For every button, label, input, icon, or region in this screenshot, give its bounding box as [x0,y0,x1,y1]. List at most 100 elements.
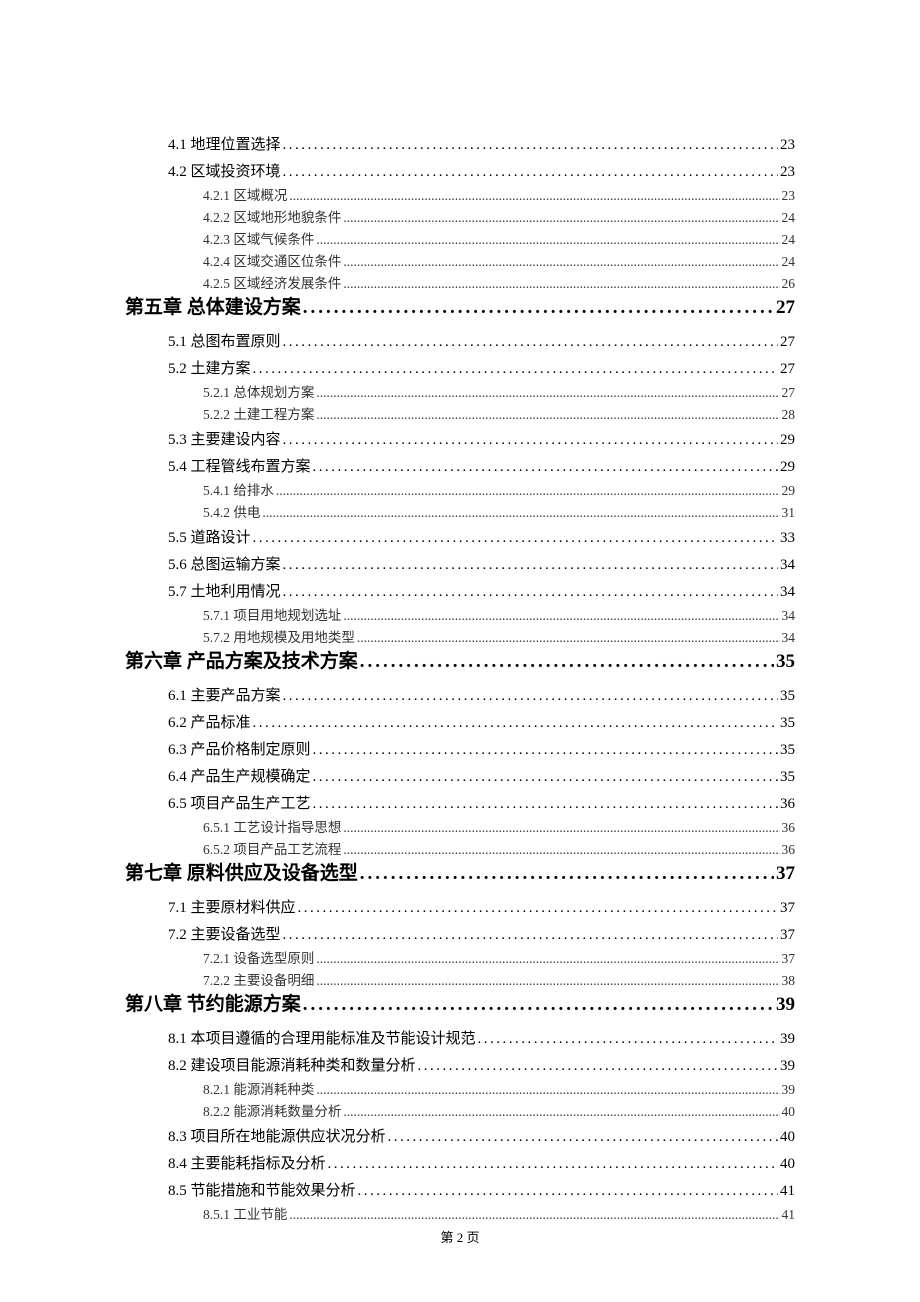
toc-entry: 4.2.1 区域概况 23 [203,186,795,206]
toc-entry-page: 37 [780,896,795,920]
toc-entry-label: 8.5 节能措施和节能效果分析 [168,1179,356,1203]
toc-entry: 5.4.2 供电 31 [203,503,795,523]
toc-entry-page: 23 [780,160,795,184]
toc-entry: 6.5.2 项目产品工艺流程36 [203,840,795,860]
toc-entry-page: 24 [782,208,796,228]
toc-entry-label: 4.2.4 区域交通区位条件 [203,252,341,272]
toc-entry: 5.4 工程管线布置方案29 [168,455,795,479]
toc-entry-page: 23 [782,186,796,206]
toc-entry-page: 34 [780,553,795,577]
toc-entry-label: 4.2.5 区域经济发展条件 [203,274,341,294]
toc-leader-dots [253,711,778,735]
toc-leader-dots [343,274,779,294]
toc-entry-label: 8.2.2 能源消耗数量分析 [203,1102,341,1122]
toc-entry: 6.2 产品标准35 [168,711,795,735]
toc-entry-page: 34 [782,606,796,626]
toc-entry-label: 6.3 产品价格制定原则 [168,738,311,762]
toc-entry-page: 36 [780,792,795,816]
toc-entry-label: 4.2.1 区域概况 [203,186,287,206]
toc-entry: 8.5.1 工业节能41 [203,1205,795,1225]
toc-entry-label: 5.4.2 供电 [203,503,260,523]
toc-leader-dots [283,923,778,947]
toc-entry-page: 39 [780,1027,795,1051]
toc-entry: 5.2.1 总体规划方案27 [203,383,795,403]
toc-leader-dots [343,818,779,838]
toc-entry-label: 6.5.2 项目产品工艺流程 [203,840,341,860]
toc-entry: 4.2.3 区域气候条件24 [203,230,795,250]
toc-leader-dots [357,628,780,648]
toc-entry-page: 29 [782,481,796,501]
toc-entry: 5.7 土地利用情况34 [168,580,795,604]
toc-leader-dots [360,648,774,676]
toc-entry-page: 35 [780,738,795,762]
toc-entry: 4.1 地理位置选择 23 [168,133,795,157]
toc-entry: 5.7.2 用地规模及用地类型 34 [203,628,795,648]
toc-entry: 第七章 原料供应及设备选型 37 [125,860,795,888]
toc-entry-page: 37 [782,949,796,969]
toc-entry-label: 6.5 项目产品生产工艺 [168,792,311,816]
toc-entry-page: 29 [780,455,795,479]
toc-entry-label: 5.3 主要建设内容 [168,428,281,452]
toc-leader-dots [283,553,778,577]
toc-entry-page: 39 [776,991,795,1019]
toc-entry-label: 5.2 土建方案 [168,357,251,381]
toc-entry-label: 7.1 主要原材料供应 [168,896,296,920]
toc-entry-page: 24 [782,252,796,272]
toc-entry-label: 6.2 产品标准 [168,711,251,735]
toc-entry-label: 8.2.1 能源消耗种类 [203,1080,314,1100]
toc-entry-page: 37 [776,860,795,888]
toc-entry-page: 40 [780,1152,795,1176]
toc-entry-label: 8.1 本项目遵循的合理用能标准及节能设计规范 [168,1027,476,1051]
toc-entry-page: 40 [782,1102,796,1122]
toc-entry-page: 35 [776,648,795,676]
toc-entry: 8.4 主要能耗指标及分析40 [168,1152,795,1176]
toc-entry-label: 第六章 产品方案及技术方案 [125,648,358,676]
toc-leader-dots [253,357,778,381]
toc-leader-dots [313,792,778,816]
toc-leader-dots [313,738,778,762]
toc-entry: 7.1 主要原材料供应 37 [168,896,795,920]
toc-leader-dots [316,383,779,403]
toc-entry: 5.1 总图布置原则27 [168,330,795,354]
toc-entry: 6.5.1 工艺设计指导思想36 [203,818,795,838]
toc-entry-page: 31 [782,503,796,523]
toc-entry: 7.2 主要设备选型37 [168,923,795,947]
toc-leader-dots [283,580,778,604]
toc-entry: 5.5 道路设计33 [168,526,795,550]
toc-leader-dots [316,949,779,969]
toc-entry-page: 40 [780,1125,795,1149]
toc-leader-dots [313,455,778,479]
toc-entry-page: 27 [782,383,796,403]
toc-entry-label: 第七章 原料供应及设备选型 [125,860,358,888]
toc-leader-dots [360,860,774,888]
toc-leader-dots [358,1179,778,1203]
toc-entry-page: 27 [780,357,795,381]
toc-leader-dots [343,252,779,272]
toc-leader-dots [298,896,778,920]
toc-entry-page: 35 [780,765,795,789]
toc-leader-dots [478,1027,778,1051]
toc-entry: 5.2 土建方案 27 [168,357,795,381]
toc-entry-label: 第八章 节约能源方案 [125,991,301,1019]
toc-entry-label: 5.1 总图布置原则 [168,330,281,354]
toc-leader-dots [276,481,780,501]
toc-entry-label: 4.1 地理位置选择 [168,133,281,157]
toc-leader-dots [343,606,779,626]
toc-entry-page: 23 [780,133,795,157]
toc-entry: 6.5 项目产品生产工艺 36 [168,792,795,816]
table-of-contents: 4.1 地理位置选择234.2 区域投资环境234.2.1 区域概况234.2.… [125,133,795,1225]
toc-leader-dots [253,526,778,550]
document-page: 4.1 地理位置选择234.2 区域投资环境234.2.1 区域概况234.2.… [0,0,920,1302]
toc-entry-label: 第五章 总体建设方案 [125,294,301,322]
toc-entry-page: 26 [782,274,796,294]
toc-entry: 第六章 产品方案及技术方案 35 [125,648,795,676]
toc-entry-label: 5.7.2 用地规模及用地类型 [203,628,355,648]
toc-entry: 第五章 总体建设方案27 [125,294,795,322]
toc-leader-dots [283,684,778,708]
toc-entry-label: 5.7.1 项目用地规划选址 [203,606,341,626]
toc-entry-page: 34 [780,580,795,604]
toc-leader-dots [313,765,778,789]
toc-leader-dots [343,840,779,860]
toc-entry-page: 34 [782,628,796,648]
toc-entry: 8.2.1 能源消耗种类39 [203,1080,795,1100]
